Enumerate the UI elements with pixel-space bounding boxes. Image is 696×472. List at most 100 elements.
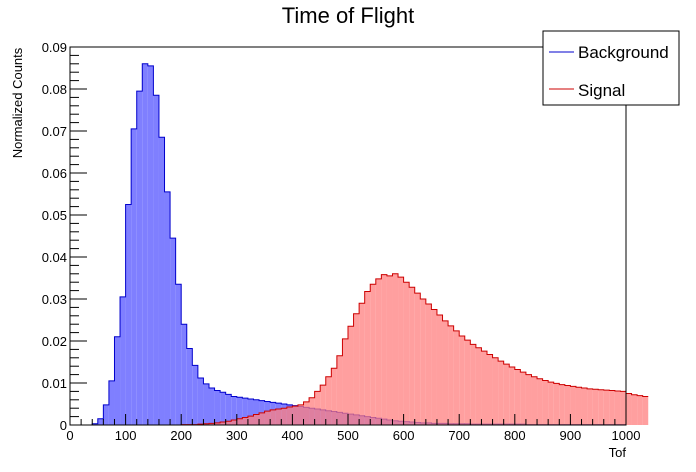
bar-signal-36	[270, 409, 276, 425]
bar-signal-30	[236, 418, 243, 425]
bar-signal-25	[209, 423, 215, 425]
bar-signal-54	[370, 284, 376, 425]
bar-background-27	[220, 392, 226, 425]
bar-signal-83	[531, 376, 538, 425]
y-tick-label: 0.09	[42, 40, 67, 55]
bar-signal-58	[392, 273, 399, 425]
bar-signal-85	[542, 380, 549, 425]
bar-signal-53	[364, 291, 371, 425]
bar-signal-77	[498, 361, 504, 425]
y-tick-label: 0.05	[42, 208, 67, 223]
y-tick-label: 0.08	[42, 82, 67, 97]
bar-signal-39	[286, 406, 293, 425]
bar-signal-93	[587, 388, 593, 425]
bar-signal-87	[553, 383, 560, 425]
bar-signal-35	[264, 411, 271, 425]
bar-signal-70	[459, 335, 465, 425]
bar-signal-82	[525, 374, 532, 425]
histogram-bars	[70, 63, 649, 426]
bar-signal-43	[309, 397, 315, 425]
bar-signal-45	[320, 385, 326, 425]
x-tick-label: 0	[66, 428, 73, 443]
bar-signal-99	[620, 391, 626, 425]
bar-background-21	[186, 348, 193, 425]
bar-background-8	[114, 336, 121, 425]
x-tick-label: 800	[504, 428, 526, 443]
bar-background-26	[214, 390, 221, 425]
bar-background-18	[170, 238, 176, 425]
bar-background-11	[131, 128, 137, 425]
bar-background-9	[120, 296, 126, 425]
bar-signal-57	[386, 275, 393, 425]
bar-signal-95	[598, 389, 604, 425]
bar-signal-56	[381, 274, 387, 425]
bar-signal-78	[503, 364, 510, 425]
bar-signal-40	[292, 406, 298, 425]
bar-background-14	[147, 65, 154, 426]
x-tick-label: 100	[115, 428, 137, 443]
bar-background-7	[108, 380, 115, 425]
bar-signal-88	[559, 384, 565, 425]
bar-background-29	[231, 396, 237, 425]
bar-signal-41	[297, 404, 304, 425]
y-axis-label: Normalized Counts	[10, 47, 25, 158]
legend: Background Signal	[542, 30, 680, 106]
bar-background-25	[209, 388, 215, 425]
bar-background-15	[153, 95, 159, 426]
bar-signal-100	[626, 393, 632, 425]
bar-signal-51	[353, 313, 360, 425]
bar-background-10	[125, 204, 132, 425]
bar-signal-92	[581, 388, 588, 425]
bar-background-16	[158, 137, 165, 426]
legend-label-signal: Signal	[578, 81, 625, 100]
y-tick-label: 0	[60, 418, 67, 433]
bar-signal-38	[281, 408, 287, 425]
bar-signal-59	[398, 277, 404, 425]
bar-signal-61	[409, 287, 415, 425]
bar-signal-97	[609, 390, 615, 425]
bar-signal-94	[592, 389, 599, 425]
x-tick-label: 1000	[612, 428, 641, 443]
bar-background-33	[253, 399, 260, 425]
bar-background-17	[164, 191, 171, 425]
bar-background-32	[247, 398, 254, 425]
y-tick-label: 0.06	[42, 166, 67, 181]
bar-signal-80	[514, 369, 521, 425]
bar-background-30	[236, 397, 243, 425]
bar-signal-62	[414, 293, 421, 425]
bar-signal-24	[203, 423, 209, 425]
bar-signal-65	[431, 309, 437, 425]
bar-signal-67	[442, 320, 449, 425]
bar-signal-74	[481, 351, 487, 425]
bar-signal-50	[348, 326, 354, 425]
bar-signal-47	[331, 368, 337, 425]
bar-signal-98	[614, 390, 621, 425]
legend-label-background: Background	[578, 43, 669, 62]
bar-signal-34	[259, 412, 265, 425]
bar-signal-48	[336, 355, 343, 425]
x-tick-label: 700	[448, 428, 470, 443]
bar-signal-71	[464, 340, 471, 425]
bar-signal-55	[375, 278, 382, 425]
bar-background-23	[197, 377, 204, 425]
bar-signal-96	[603, 390, 610, 425]
x-tick-label: 500	[337, 428, 359, 443]
axes: 0 100 200 300 400 500 600 700 800 900 1000 0 0.01 0.0…	[42, 40, 641, 443]
bar-background-20	[181, 324, 187, 425]
x-tick-label: 300	[226, 428, 248, 443]
bar-signal-60	[403, 282, 410, 425]
y-tick-label: 0.01	[42, 376, 67, 391]
chart-title: Time of Flight	[282, 3, 414, 28]
bar-background-6	[103, 404, 109, 425]
bar-background-13	[142, 63, 148, 426]
bar-signal-42	[303, 401, 310, 425]
x-tick-label: 600	[393, 428, 415, 443]
bar-signal-66	[436, 314, 443, 425]
y-tick-label: 0.07	[42, 124, 67, 139]
bar-signal-64	[425, 304, 432, 425]
bar-signal-91	[575, 387, 582, 425]
bar-signal-44	[314, 391, 321, 425]
bar-signal-89	[564, 385, 571, 425]
series-signal	[70, 273, 649, 426]
